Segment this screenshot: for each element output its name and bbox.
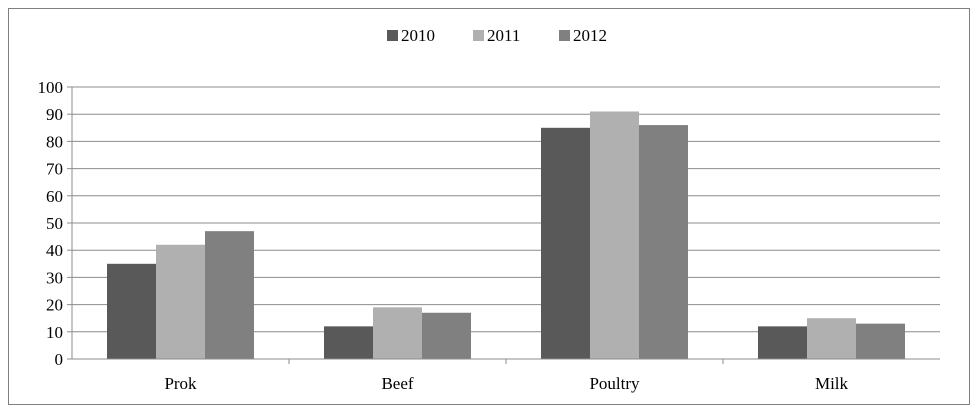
y-tick-label: 90 — [46, 105, 63, 124]
bar-2012-beef — [422, 312, 471, 359]
y-tick-label: 30 — [46, 268, 63, 287]
bar-2010-prok — [107, 263, 156, 359]
y-tick-label: 40 — [46, 241, 63, 260]
bar-2012-milk — [856, 323, 905, 359]
legend-swatch-2010 — [387, 30, 398, 41]
y-tick-label: 60 — [46, 187, 63, 206]
x-category-label: Prok — [164, 374, 197, 393]
y-tick-label: 80 — [46, 132, 63, 151]
legend-swatch-2012 — [559, 30, 570, 41]
x-category-label: Milk — [815, 374, 849, 393]
x-category-label: Beef — [381, 374, 413, 393]
y-tick-labels: 0 10 20 30 40 50 60 70 80 90 100 — [38, 78, 64, 369]
y-tick-label: 50 — [46, 214, 63, 233]
bar-2011-beef — [373, 307, 422, 359]
bar-2011-milk — [807, 318, 856, 359]
bar-2012-prok — [205, 231, 254, 359]
x-category-labels: Prok Beef Poultry Milk — [164, 374, 848, 393]
axes — [67, 86, 940, 364]
bar-2010-poultry — [541, 127, 590, 359]
bar-2012-poultry — [639, 125, 688, 359]
y-tick-label: 70 — [46, 160, 63, 179]
legend-label-2012: 2012 — [573, 26, 607, 45]
bar-2010-milk — [758, 326, 807, 359]
legend-swatch-2011 — [473, 30, 484, 41]
y-tick-label: 10 — [46, 323, 63, 342]
legend-label-2010: 2010 — [401, 26, 435, 45]
legend: 2010 2011 2012 — [387, 26, 607, 45]
legend-label-2011: 2011 — [487, 26, 520, 45]
bar-2010-beef — [324, 326, 373, 359]
bar-2011-poultry — [590, 111, 639, 359]
x-category-label: Poultry — [589, 374, 640, 393]
y-tick-label: 100 — [38, 78, 64, 97]
y-tick-label: 0 — [55, 350, 64, 369]
bars — [107, 111, 905, 359]
y-tick-label: 20 — [46, 296, 63, 315]
bar-2011-prok — [156, 244, 205, 359]
